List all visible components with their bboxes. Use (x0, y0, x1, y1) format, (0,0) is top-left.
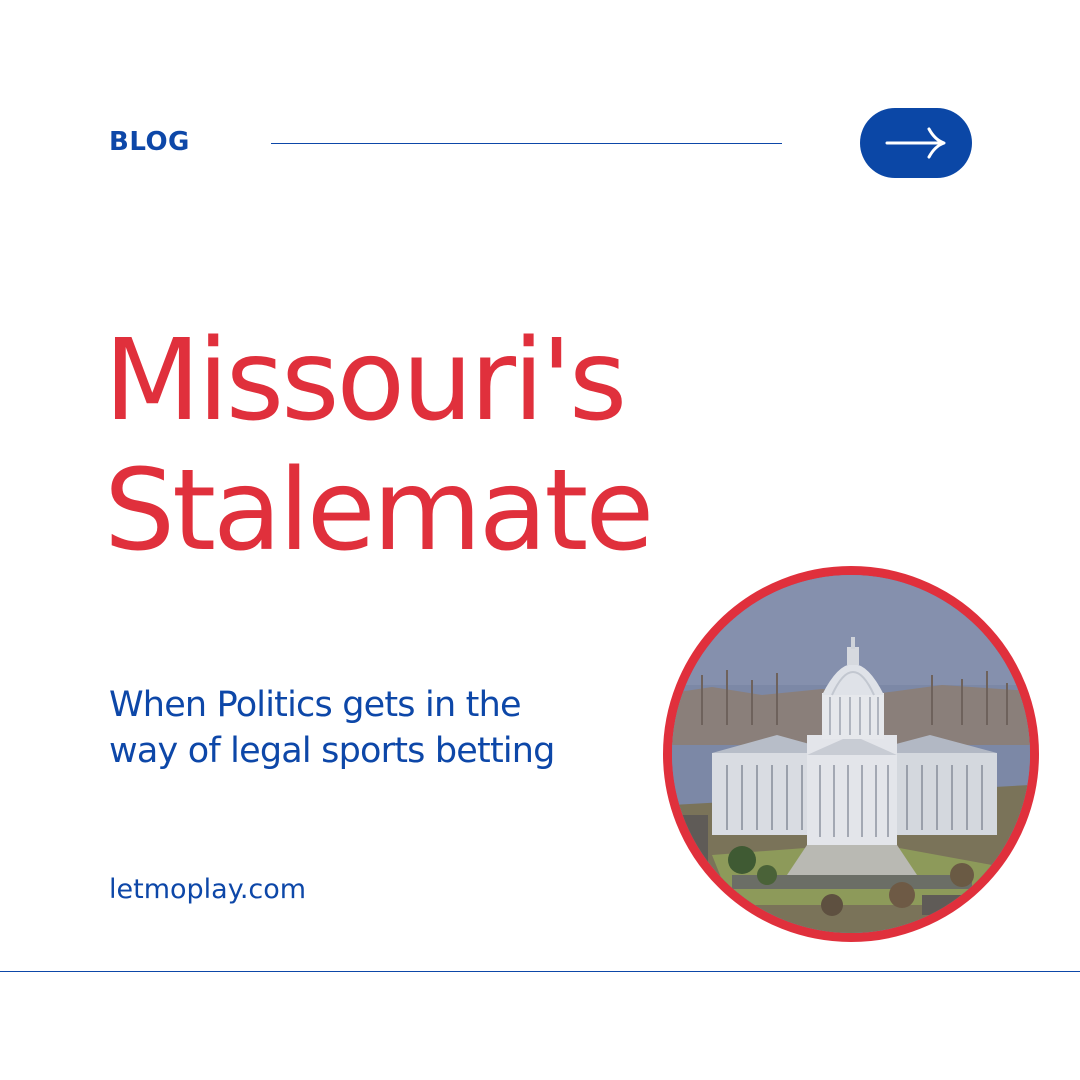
headline-line-2: Stalemate (104, 446, 654, 576)
subtitle-line-1: When Politics gets in the (109, 685, 522, 725)
headline-line-1: Missouri's (104, 316, 627, 446)
footer-divider (0, 971, 1080, 972)
next-arrow-button[interactable] (860, 108, 972, 178)
subtitle-line-2: way of legal sports betting (109, 731, 555, 771)
arrow-right-icon (885, 127, 946, 159)
website-link[interactable]: letmoplay.com (109, 874, 307, 905)
subtitle: When Politics gets in the way of legal s… (109, 682, 649, 774)
headline: Missouri's Stalemate (104, 316, 654, 576)
blog-label: BLOG (109, 127, 190, 157)
capitol-building-photo (663, 566, 1039, 942)
header-divider (271, 143, 782, 144)
